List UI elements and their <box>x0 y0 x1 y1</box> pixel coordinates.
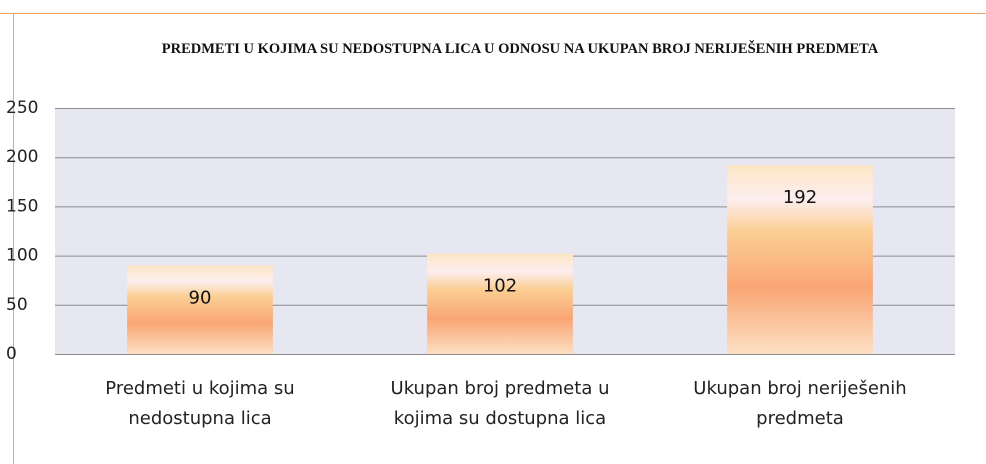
x-tick-label: Ukupan broj predmeta u kojima su dostupn… <box>390 378 610 429</box>
y-tick-label: 250 <box>6 98 38 118</box>
data-label: 90 <box>189 287 212 308</box>
bar <box>127 265 273 354</box>
y-tick-label: 0 <box>6 344 17 364</box>
data-label: 102 <box>483 276 517 297</box>
y-tick-label: 100 <box>6 246 38 266</box>
data-label: 192 <box>783 187 817 208</box>
bar <box>727 165 873 354</box>
y-tick-label: 150 <box>6 196 38 216</box>
y-tick-label: 50 <box>6 295 28 315</box>
chart-title: PREDMETI U KOJIMA SU NEDOSTUPNA LICA U O… <box>161 41 879 57</box>
y-tick-label: 200 <box>6 147 38 167</box>
x-tick-label: Predmeti u kojima su nedostupna lica <box>105 378 295 429</box>
x-tick-label: Ukupan broj neriješenih predmeta <box>693 378 907 429</box>
bar <box>427 253 573 354</box>
